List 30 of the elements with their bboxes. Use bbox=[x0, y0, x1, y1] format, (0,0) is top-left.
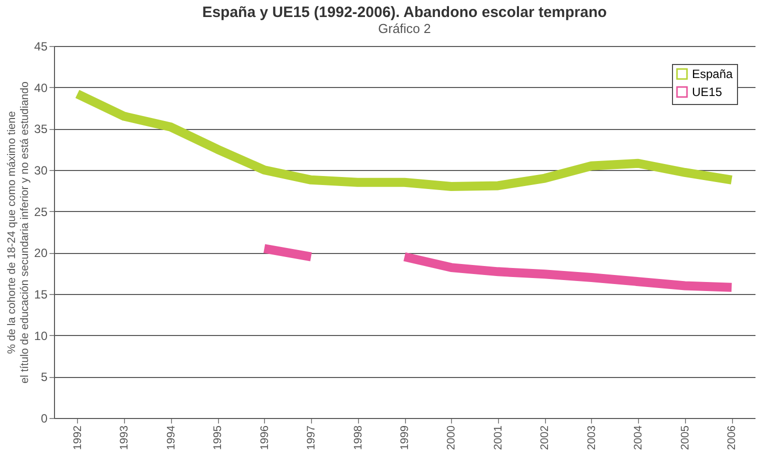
x-tick-label: 2005 bbox=[679, 426, 692, 450]
y-tick-label: 10 bbox=[34, 328, 48, 343]
x-tick-label: 1997 bbox=[306, 426, 318, 450]
y-tick-label: 0 bbox=[40, 412, 48, 426]
legend-label: España bbox=[692, 67, 734, 81]
text: Gráfico 2 bbox=[378, 21, 431, 36]
x-tick-label: 1992 bbox=[72, 426, 84, 450]
x-tick-label: 2002 bbox=[539, 426, 552, 450]
x-tick-label: 1999 bbox=[399, 426, 411, 450]
x-tick-label: 1994 bbox=[165, 426, 178, 450]
x-tick-label: 1993 bbox=[118, 426, 131, 450]
y-tick-label: 20 bbox=[34, 246, 48, 260]
x-tick-label: 1995 bbox=[212, 426, 224, 450]
x-tick-label: 1998 bbox=[352, 426, 364, 450]
x-tick-label: 2000 bbox=[446, 426, 458, 450]
y-tick-label: 45 bbox=[34, 40, 48, 54]
y-axis-title: % de la cohorte de 18-24 que como máximo tiene el título de educación secundaria inferior y no está estudiando bbox=[6, 81, 32, 384]
x-tick-label: 2004 bbox=[632, 426, 645, 450]
y-tick-label: 30 bbox=[34, 164, 48, 178]
y-tick-label: 40 bbox=[34, 80, 48, 95]
y-tick-label: 15 bbox=[34, 288, 48, 302]
x-tick-label: 1996 bbox=[258, 426, 271, 450]
y-tick-label: 25 bbox=[34, 204, 48, 219]
y-tick-label: 35 bbox=[34, 122, 48, 136]
chart-title: España y UE15 (1992-2006). Abandono escolar temprano bbox=[202, 4, 607, 21]
x-tick-label: 2001 bbox=[492, 426, 504, 450]
x-tick-label: 2003 bbox=[586, 426, 598, 450]
x-tick-label: 2006 bbox=[726, 426, 738, 450]
legend-label: UE15 bbox=[692, 85, 722, 99]
y-tick-label: 5 bbox=[40, 370, 48, 384]
